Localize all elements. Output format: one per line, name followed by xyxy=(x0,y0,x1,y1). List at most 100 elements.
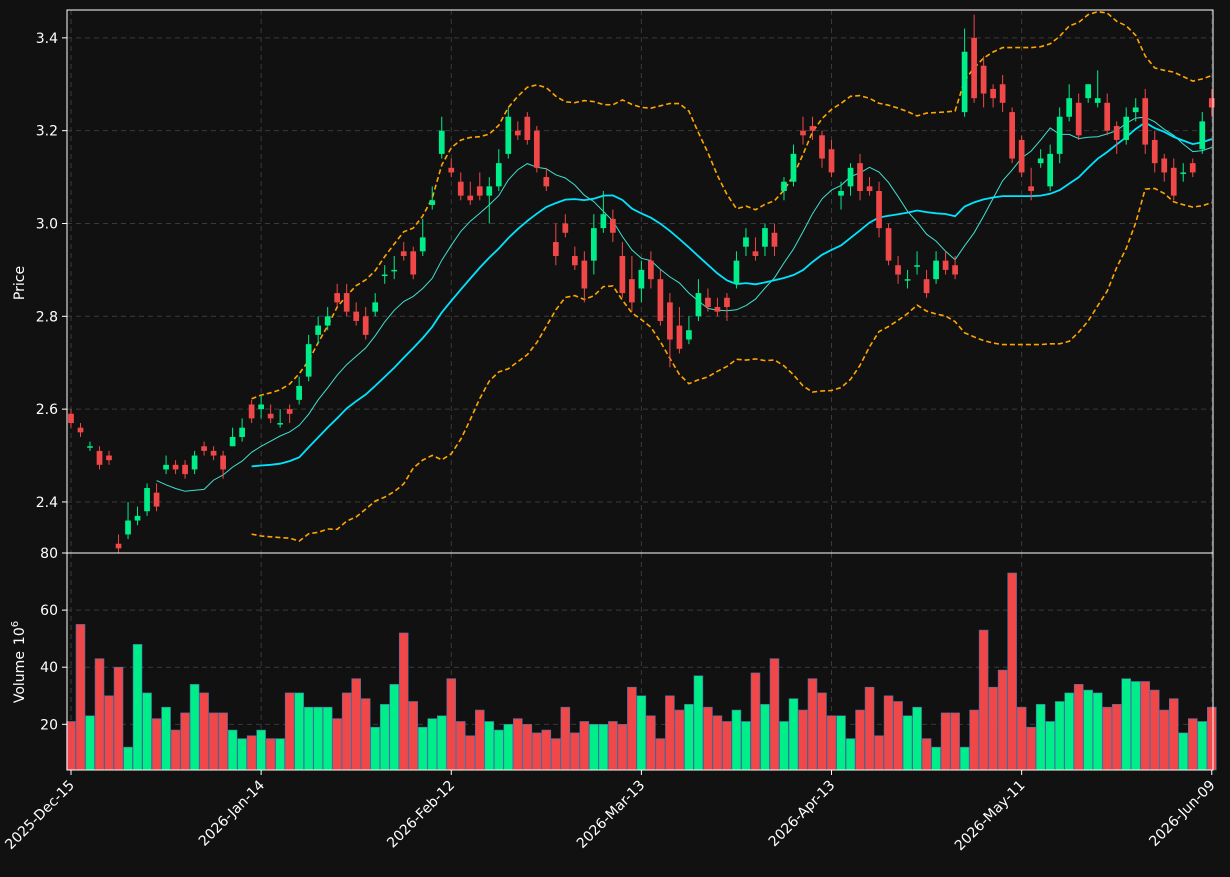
volume-panel-frame xyxy=(66,552,1214,771)
volume-bar xyxy=(1073,684,1084,771)
volume-bar xyxy=(75,624,86,771)
candle-body xyxy=(600,214,607,229)
candle-body xyxy=(885,228,892,261)
volume-bars xyxy=(66,572,1217,771)
volume-bar xyxy=(398,632,409,771)
candle-body xyxy=(1132,107,1139,113)
candle-body xyxy=(277,423,283,425)
candle-body xyxy=(438,130,445,154)
volume-bar xyxy=(541,729,552,771)
volume-bar xyxy=(864,686,875,771)
volume-tick-label: 60 xyxy=(40,603,58,619)
candle-body xyxy=(524,116,531,140)
volume-bar xyxy=(798,709,808,771)
volume-bar xyxy=(997,669,1008,771)
candle-body xyxy=(144,488,150,512)
candle-body xyxy=(400,251,407,256)
candle-body xyxy=(648,260,654,280)
candle-body xyxy=(819,135,825,159)
candle-body xyxy=(1085,84,1092,99)
candle-body xyxy=(1075,102,1082,136)
bollinger-bands xyxy=(251,10,1213,542)
candle-body xyxy=(372,302,379,312)
volume-bar xyxy=(1035,704,1046,771)
candle-body xyxy=(163,464,169,470)
candle-body xyxy=(201,446,207,451)
volume-bar xyxy=(284,692,295,771)
volume-tick-label: 40 xyxy=(40,660,58,676)
volume-bar xyxy=(85,715,95,771)
volume-bar xyxy=(322,706,333,771)
candle-body xyxy=(743,237,749,247)
volume-bar xyxy=(360,698,371,771)
volume-bar xyxy=(836,715,846,771)
candle-body xyxy=(1189,163,1196,173)
volume-bar xyxy=(931,746,941,771)
volume-bar xyxy=(1026,726,1036,771)
candle-body xyxy=(1180,172,1187,174)
candle-body xyxy=(562,223,569,233)
volume-bar xyxy=(636,695,647,771)
volume-bar xyxy=(608,721,618,771)
candle-body xyxy=(638,269,645,289)
volume-bar xyxy=(1016,706,1027,771)
candle-body xyxy=(381,274,388,277)
volume-bar xyxy=(417,726,428,771)
volume-bar xyxy=(807,678,818,771)
candle-body xyxy=(77,427,84,433)
volume-bar xyxy=(693,675,704,771)
candle-body xyxy=(410,251,417,275)
candle-body xyxy=(705,297,711,308)
volume-bar xyxy=(123,746,133,771)
candle-body xyxy=(134,515,141,521)
volume-bar xyxy=(513,718,523,771)
volume-bar xyxy=(237,738,247,771)
volume-bar xyxy=(170,729,181,771)
candle-body xyxy=(153,492,160,507)
volume-bar xyxy=(256,729,266,771)
volume-bar xyxy=(332,718,342,771)
volume-bar xyxy=(455,721,466,771)
bollinger-upper-line xyxy=(251,10,1213,400)
volume-bar xyxy=(484,721,495,771)
candle-body xyxy=(210,450,217,456)
volume-bar xyxy=(1159,709,1170,771)
volume-bar xyxy=(294,692,304,771)
candle-body xyxy=(476,186,483,196)
candle-body xyxy=(486,186,493,196)
candle-body xyxy=(543,177,550,187)
candle-body xyxy=(1047,153,1054,187)
candle-body xyxy=(495,163,502,187)
x-tick-label: 2026-Feb-12 xyxy=(384,778,458,852)
candle-body xyxy=(971,37,977,99)
volume-bar xyxy=(959,746,970,771)
volume-bar xyxy=(1064,692,1074,771)
candle-body xyxy=(1208,98,1215,108)
volume-bar xyxy=(817,692,827,771)
candle-body xyxy=(895,265,901,275)
candle-body xyxy=(1170,167,1177,196)
volume-bar xyxy=(1207,706,1217,771)
candle-body xyxy=(809,126,816,131)
volume-bar xyxy=(142,692,152,771)
volume-bar xyxy=(902,715,913,771)
candle-body xyxy=(353,311,360,321)
moving-averages xyxy=(156,116,1213,492)
volume-bar xyxy=(151,718,162,771)
price-y-ticks: 2.4 2.6 2.8 3.0 3.2 3.4 xyxy=(36,31,67,511)
candle-body xyxy=(857,163,863,191)
volume-bar xyxy=(275,738,285,771)
candle-body xyxy=(762,228,768,247)
volume-bar xyxy=(560,706,571,771)
candle-body xyxy=(87,446,93,448)
volume-bar xyxy=(427,718,438,771)
volume-bar xyxy=(475,709,485,771)
candle-body xyxy=(248,404,255,419)
candle-body xyxy=(790,153,797,182)
volume-bar xyxy=(180,712,190,771)
volume-bar xyxy=(788,698,799,771)
volume-bar xyxy=(1111,704,1122,771)
candle-body xyxy=(667,302,673,340)
volume-axis-label-power: 6 xyxy=(10,621,21,627)
